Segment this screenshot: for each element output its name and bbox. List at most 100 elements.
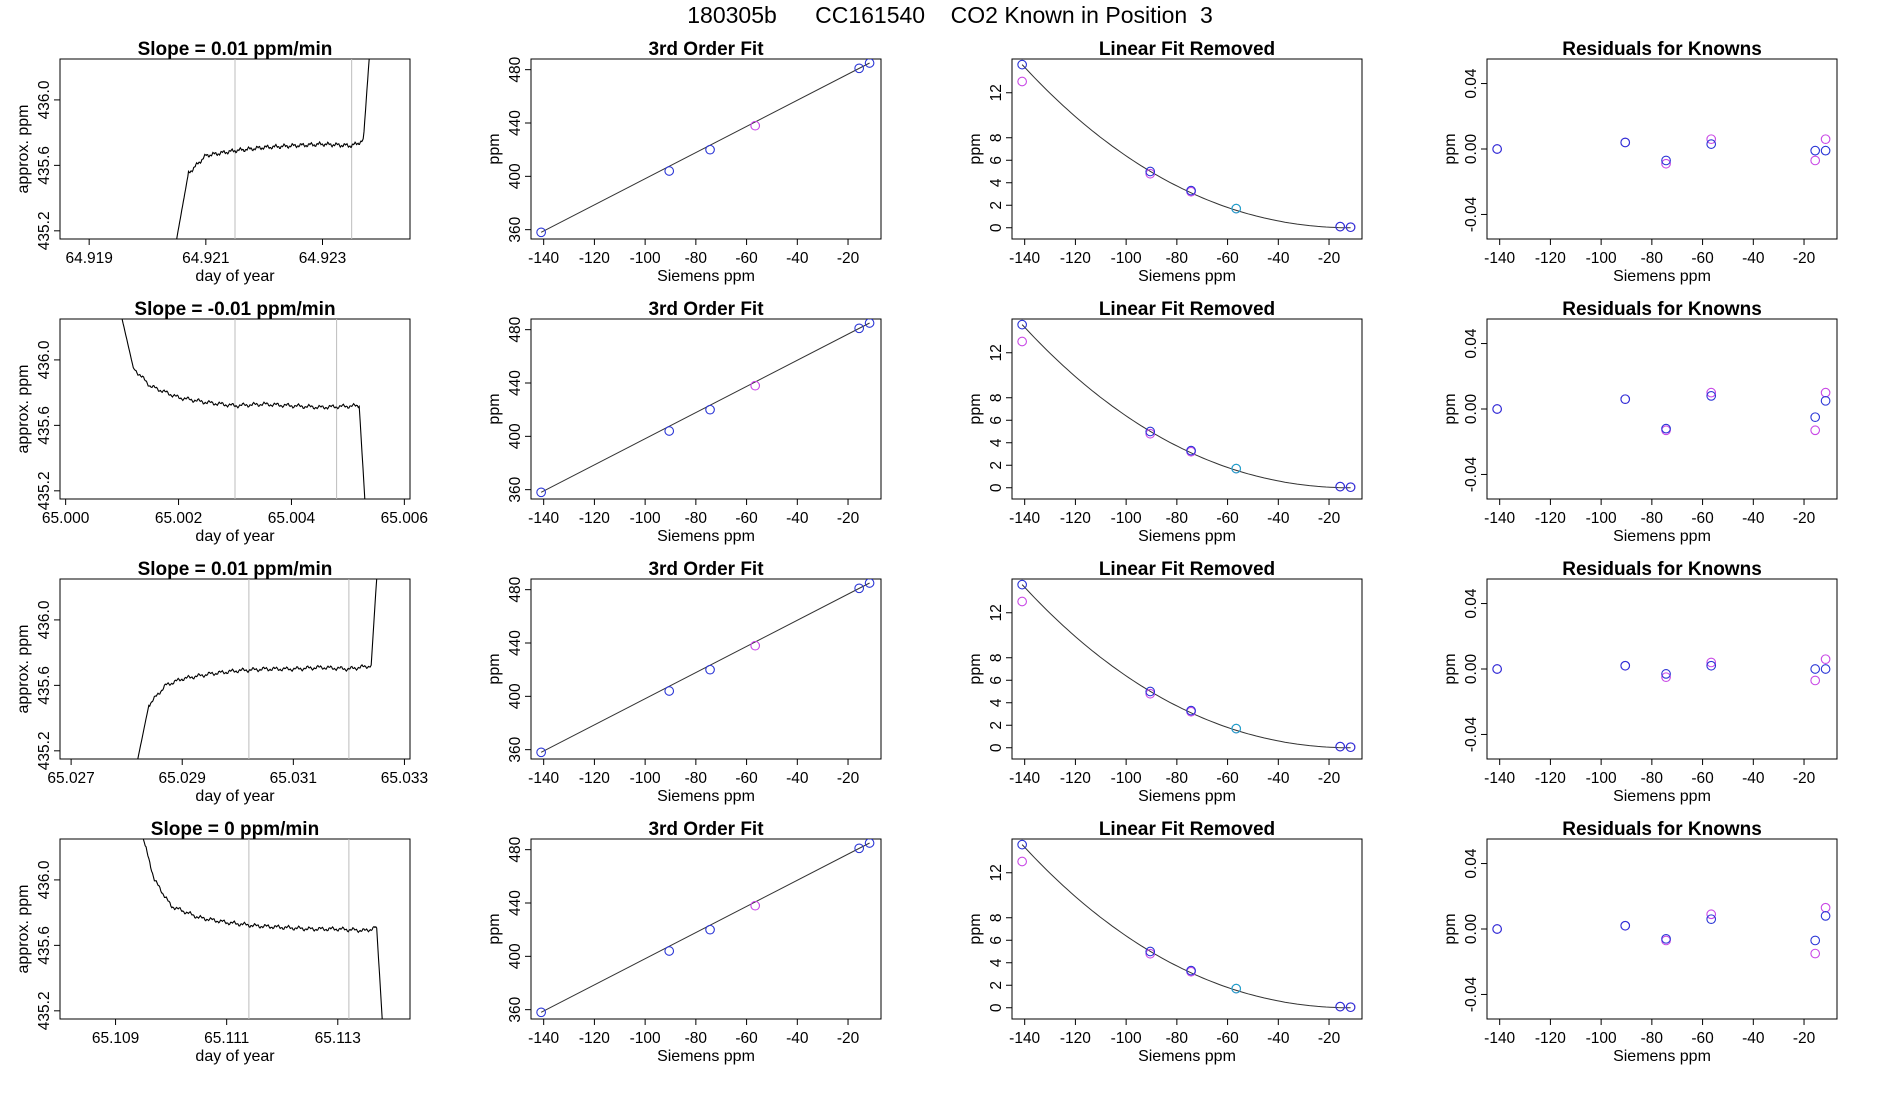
plot-area: [1492, 134, 1831, 169]
data-point-magenta: [1017, 596, 1027, 607]
x-tick-label: 65.029: [159, 770, 206, 787]
residual-point-blue: [1820, 911, 1831, 921]
x-tick-label: -40: [1742, 770, 1765, 787]
y-axis-label: ppm: [1442, 133, 1459, 164]
y-tick-label: 8: [988, 133, 1005, 142]
data-point-blue: [1335, 741, 1346, 752]
plot-box: [530, 58, 882, 240]
x-tick-label: -120: [579, 250, 610, 267]
data-point-magenta: [1145, 688, 1156, 699]
y-tick-label: 480: [507, 836, 524, 862]
y-tick-label: 6: [988, 416, 1005, 425]
residual-point-blue: [1820, 395, 1831, 406]
residual-point-blue: [1810, 412, 1821, 423]
panel-title: Slope = 0.01 ppm/min: [138, 559, 333, 580]
y-tick-label: 480: [507, 576, 524, 602]
plot-box: [530, 838, 882, 1020]
data-point-blue: [1345, 742, 1356, 753]
y-tick-label: 400: [507, 683, 524, 709]
y-tick-label: 2: [988, 461, 1005, 470]
x-tick-label: -80: [685, 770, 708, 787]
x-tick-label: -80: [685, 1030, 708, 1047]
y-tick-label: 400: [507, 163, 524, 189]
y-tick-label: 0.04: [1463, 848, 1480, 879]
x-tick-label: -80: [1641, 510, 1664, 527]
data-point-blue: [1231, 983, 1242, 994]
x-tick-label: -60: [1691, 1030, 1714, 1047]
fit-line: [540, 842, 870, 1013]
trace-line: [121, 319, 366, 499]
x-tick-label: -40: [1267, 770, 1290, 787]
panel-title: Linear Fit Removed: [1099, 299, 1275, 320]
y-axis-label: ppm: [486, 653, 503, 684]
x-tick-label: -60: [1216, 250, 1239, 267]
y-axis-label: ppm: [486, 393, 503, 424]
data-point: [864, 59, 875, 68]
x-tick-label: 65.033: [381, 770, 428, 787]
trace-line: [142, 839, 383, 1019]
x-tick-label: -100: [1586, 1030, 1617, 1047]
panel-r1-c2: 3rd Order Fit -140 -120 -100 -80 -60 -40 -20 360…: [486, 39, 882, 285]
x-tick-label: -100: [1586, 250, 1617, 267]
x-tick-label: -140: [528, 1030, 559, 1047]
data-point-blue: [1017, 839, 1027, 850]
curve-line: [1021, 64, 1351, 229]
residual-point-blue: [1661, 669, 1671, 679]
x-tick-label: -60: [1216, 770, 1239, 787]
data-point: [750, 900, 761, 911]
panel-r4-c4: Residuals for Knowns -140 -120 -100 -80 -60 -4…: [1442, 819, 1838, 1065]
x-tick-label: -60: [1691, 510, 1714, 527]
fit-line: [540, 582, 870, 753]
y-tick-label: 0.04: [1463, 588, 1480, 619]
panel-title: Linear Fit Removed: [1099, 39, 1275, 60]
data-point: [854, 323, 865, 334]
y-axis-label: ppm: [967, 913, 984, 944]
panel-r4-c1: Slope = 0 ppm/min 65.109 65.111 65.113 435.2…: [15, 819, 411, 1065]
panel-title: 3rd Order Fit: [648, 559, 764, 580]
data-point: [664, 426, 675, 436]
x-tick-label: -60: [735, 510, 758, 527]
plot-area: [1017, 319, 1356, 493]
data-point-blue: [1186, 965, 1196, 976]
y-tick-label: 2: [988, 721, 1005, 730]
x-tick-label: -100: [1586, 510, 1617, 527]
x-tick-label: -60: [1216, 1030, 1239, 1047]
panel-r3-c2: 3rd Order Fit -140 -120 -100 -80 -60 -40 -20 360…: [486, 559, 882, 805]
x-tick-label: 65.000: [42, 510, 90, 527]
y-tick-label: 480: [507, 56, 524, 82]
residual-point-blue: [1492, 404, 1502, 414]
y-tick-label: 6: [988, 936, 1005, 945]
data-point-blue: [1186, 445, 1196, 456]
y-axis-label: ppm: [1442, 653, 1459, 684]
data-point-blue: [1186, 705, 1196, 716]
data-point: [536, 227, 546, 238]
x-tick-label: -80: [1641, 1030, 1664, 1047]
y-tick-label: 0: [988, 223, 1005, 232]
plot-area: [1492, 387, 1831, 436]
x-axis-label: Siemens ppm: [1138, 268, 1236, 285]
x-tick-label: -20: [837, 770, 860, 787]
panel-r4-c2: 3rd Order Fit -140 -120 -100 -80 -60 -40 -20 360…: [486, 819, 882, 1065]
y-tick-label: 0: [988, 483, 1005, 492]
fit-line: [540, 62, 870, 233]
x-tick-label: -140: [1009, 770, 1040, 787]
y-tick-label: 400: [507, 423, 524, 449]
y-tick-label: 435.6: [36, 406, 53, 445]
x-tick-label: -100: [1111, 1030, 1142, 1047]
plot-area: [536, 579, 875, 758]
x-tick-label: 64.921: [182, 250, 229, 267]
x-axis-label: day of year: [195, 528, 275, 545]
y-tick-label: 435.2: [36, 471, 53, 510]
y-axis-label: ppm: [486, 133, 503, 164]
plot-area: [121, 319, 366, 499]
panel-title: 3rd Order Fit: [648, 39, 764, 60]
data-point: [864, 839, 875, 848]
y-tick-label: 0.00: [1463, 914, 1480, 945]
y-tick-label: 440: [507, 890, 524, 916]
data-point: [750, 640, 761, 651]
residual-point-blue: [1661, 155, 1671, 166]
x-tick-label: -100: [1111, 770, 1142, 787]
data-point-magenta: [1017, 336, 1027, 347]
x-tick-label: -100: [630, 1030, 661, 1047]
y-tick-label: 6: [988, 156, 1005, 165]
